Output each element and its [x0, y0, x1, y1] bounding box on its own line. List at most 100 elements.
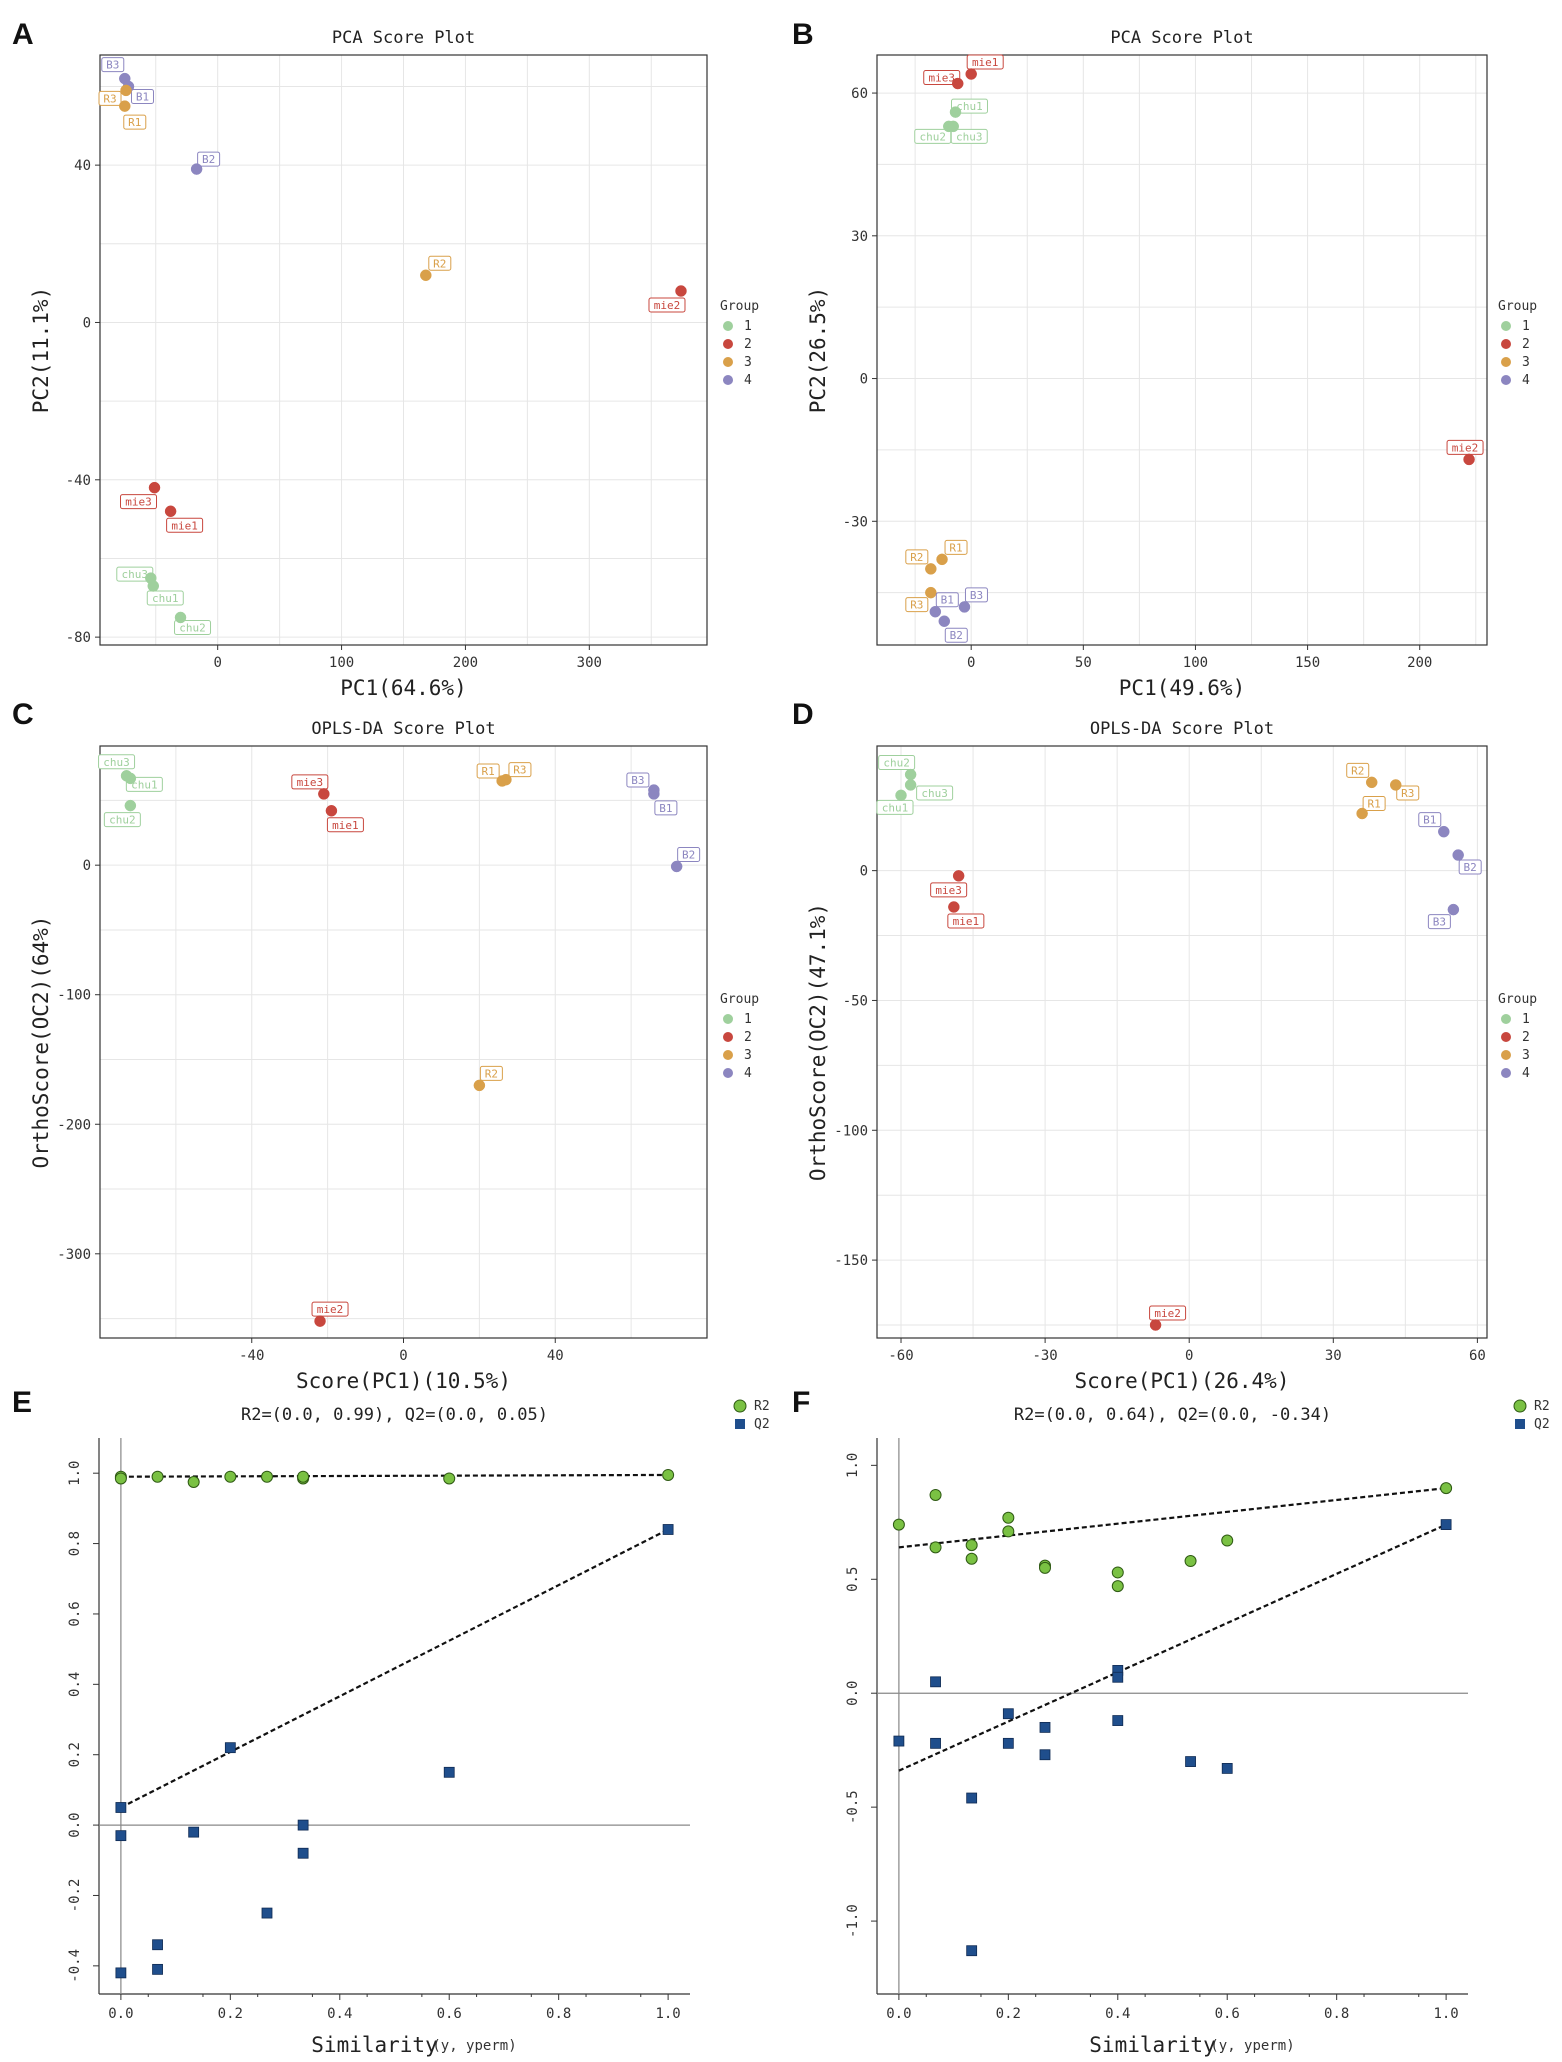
data-point — [1356, 807, 1368, 820]
r2-point — [1221, 1534, 1234, 1547]
x-tick-label: 0.2 — [218, 2006, 243, 2022]
x-axis-label: Score(PC1)(10.5%) — [296, 1369, 511, 1393]
legend-entry: 1 — [1522, 1012, 1530, 1027]
point-label: R1 — [128, 116, 141, 129]
y-tick-label: 60 — [851, 86, 868, 102]
y-tick-label: -50 — [843, 993, 868, 1009]
legend-entry: 3 — [1522, 355, 1530, 370]
x-tick-label: 40 — [547, 1348, 564, 1364]
data-point — [1365, 776, 1378, 789]
y-tick-label: 1.0 — [845, 1453, 861, 1478]
point-label-box — [626, 772, 650, 788]
point-label: R2 — [433, 257, 446, 270]
point-label: B2 — [202, 153, 215, 166]
point-label-box — [905, 597, 929, 613]
point-label: chu1 — [152, 592, 179, 605]
legend-title: Group — [1498, 299, 1537, 314]
r2-point — [929, 1541, 942, 1554]
point-label-box — [878, 755, 916, 771]
legend-marker — [1501, 1068, 1511, 1078]
x-tick-label: -60 — [888, 1348, 913, 1364]
legend-title: Group — [720, 992, 759, 1007]
data-point — [904, 768, 917, 781]
r2-point — [1111, 1566, 1124, 1579]
point-label: chu2 — [883, 757, 910, 770]
chart-panel-d: -60 -30 0 30 60 -150 -100 -50 0 OPLS-DA Score Plo… — [806, 719, 1537, 1393]
x-tick-label: 0.6 — [1215, 2006, 1240, 2022]
chart-panel-b: 0 50 100 150 200 -30 0 30 60 PCA Score Plot PC1(49… — [806, 28, 1537, 700]
x-tick-label: 0.8 — [546, 2006, 571, 2022]
x-tick-label: 30 — [1325, 1348, 1342, 1364]
legend-marker — [1501, 357, 1511, 367]
y-tick-label: -100 — [834, 1123, 868, 1139]
point-label: B3 — [106, 59, 119, 72]
data-point — [164, 505, 177, 518]
y-tick-label: 30 — [851, 229, 868, 245]
y-tick-label: -0.2 — [67, 1879, 83, 1913]
point-label-box — [197, 151, 221, 167]
point-label: B3 — [631, 774, 644, 787]
point-label-box — [508, 762, 532, 778]
x-tick-label: 0.4 — [1105, 2006, 1130, 2022]
y-tick-label: 0 — [860, 864, 868, 880]
r2-point — [892, 1518, 905, 1531]
r2-point — [187, 1475, 200, 1488]
legend-marker — [1513, 1399, 1527, 1413]
legend-entry: 3 — [1522, 1048, 1530, 1063]
y-tick-label: 0.5 — [845, 1567, 861, 1592]
point-label: R1 — [949, 541, 962, 554]
legend-marker — [723, 375, 733, 385]
regression-line-q2 — [898, 1523, 1447, 1772]
point-label: R2 — [485, 1067, 498, 1080]
y-tick-label: 40 — [74, 158, 91, 174]
y-tick-label: 0.6 — [67, 1601, 83, 1626]
legend-entry: 3 — [744, 355, 752, 370]
legend-entry: Q2 — [754, 1417, 770, 1432]
point-label-box — [905, 549, 929, 565]
chart-title: PCA Score Plot — [1110, 28, 1253, 48]
r2-point — [1440, 1482, 1453, 1495]
x-tick-label: -30 — [1032, 1348, 1057, 1364]
q2-point — [1221, 1763, 1233, 1774]
y-tick-label: 0.0 — [845, 1681, 861, 1706]
y-tick-label: -0.5 — [845, 1790, 861, 1824]
x-tick-label: 300 — [577, 655, 602, 671]
point-label: chu3 — [103, 756, 130, 769]
q2-point — [893, 1735, 905, 1747]
point-label: chu3 — [921, 787, 948, 800]
legend-entry: 4 — [1522, 1066, 1530, 1081]
r2-point — [114, 1472, 127, 1485]
r2-point — [662, 1468, 675, 1481]
q2-point — [1039, 1749, 1051, 1761]
point-label-box — [326, 817, 364, 833]
x-tick-label: 0 — [213, 655, 221, 671]
point-label: B3 — [970, 589, 983, 602]
point-label-box — [98, 90, 122, 106]
y-axis-label: OrthoScore(OC2)(47.1%) — [806, 903, 830, 1181]
point-label-box — [291, 774, 329, 790]
x-tick-label: 200 — [453, 655, 478, 671]
q2-point — [115, 1830, 127, 1842]
point-label-box — [944, 539, 968, 555]
data-point — [949, 106, 962, 118]
data-point — [420, 269, 432, 282]
point-label-box — [1458, 859, 1482, 875]
q2-point — [966, 1792, 978, 1804]
legend-marker — [1515, 1419, 1525, 1429]
legend-marker — [1501, 1050, 1511, 1060]
x-axis-label: PC1(64.6%) — [340, 676, 466, 700]
x-tick-label: 0.2 — [996, 2006, 1021, 2022]
point-label-box — [947, 913, 985, 929]
legend-marker — [733, 1399, 747, 1413]
data-point — [314, 1315, 326, 1327]
point-label-box — [964, 587, 988, 603]
data-point — [473, 1079, 486, 1092]
data-point — [1463, 453, 1475, 466]
q2-point — [1002, 1737, 1014, 1749]
point-label-box — [950, 128, 988, 144]
legend-title: Group — [720, 299, 759, 314]
panel-letter-d: D — [792, 698, 814, 731]
legend-entry: 2 — [744, 1030, 752, 1045]
y-tick-label: -100 — [57, 988, 91, 1004]
